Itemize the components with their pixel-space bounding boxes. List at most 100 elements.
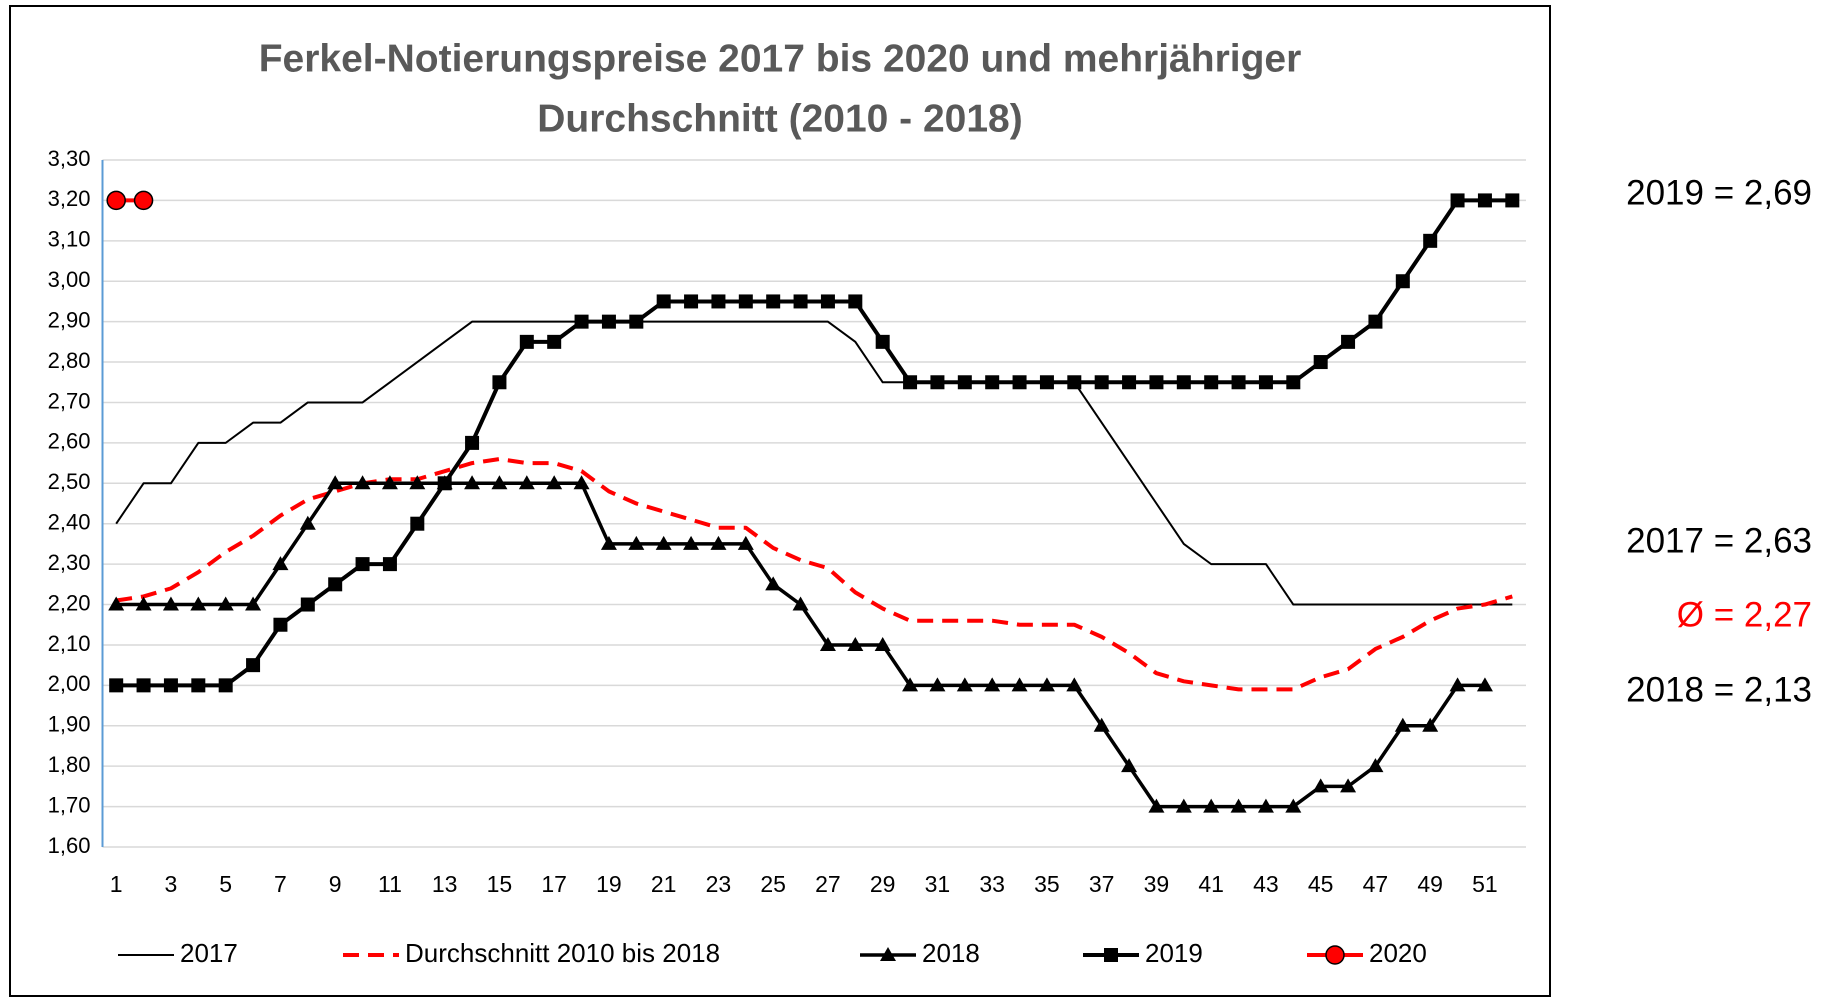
marker-square — [1505, 193, 1520, 208]
marker-square — [300, 597, 315, 612]
marker-triangle — [1011, 677, 1028, 692]
marker-triangle — [929, 677, 946, 692]
y-tick-label: 1,90 — [48, 712, 91, 737]
y-tick-label: 2,80 — [48, 348, 91, 373]
marker-circle — [133, 190, 154, 211]
marker-triangle — [737, 535, 754, 550]
marker-square — [1176, 375, 1191, 390]
series-line — [115, 320, 1513, 606]
x-tick-label: 1 — [110, 871, 123, 897]
marker-square — [1341, 334, 1356, 349]
marker-square — [1149, 375, 1164, 390]
y-tick-label: 2,40 — [48, 510, 91, 535]
legend-label: 2020 — [1369, 938, 1427, 968]
x-tick-label: 11 — [378, 871, 402, 897]
legend-label: 2017 — [180, 938, 238, 968]
marker-square — [985, 375, 1000, 390]
marker-triangle — [1148, 798, 1165, 813]
marker-triangle — [1203, 798, 1220, 813]
x-tick-label: 33 — [979, 871, 1005, 897]
marker-triangle — [792, 596, 809, 611]
marker-square — [766, 294, 781, 309]
marker-triangle — [1422, 717, 1439, 732]
marker-triangle — [600, 535, 617, 550]
marker-triangle — [299, 515, 316, 530]
x-tick-label: 15 — [487, 871, 513, 897]
annotation: Ø = 2,27 — [1677, 595, 1812, 634]
y-tick-label: 2,10 — [48, 631, 91, 656]
x-tick-label: 31 — [925, 871, 951, 897]
annotation: 2018 = 2,13 — [1626, 670, 1812, 709]
legend-label: Durchschnitt 2010 bis 2018 — [405, 938, 720, 968]
marker-triangle — [628, 535, 645, 550]
marker-square — [1477, 193, 1492, 208]
marker-triangle — [491, 475, 508, 490]
marker-triangle — [655, 535, 672, 550]
marker-square — [163, 678, 178, 693]
marker-square — [1450, 193, 1465, 208]
marker-square — [1395, 274, 1410, 289]
y-tick-label: 2,60 — [48, 429, 91, 454]
x-tick-label: 37 — [1089, 871, 1115, 897]
series-line — [116, 198, 1513, 688]
marker-triangle — [354, 475, 371, 490]
x-tick-label: 17 — [541, 871, 567, 897]
marker-square — [492, 375, 507, 390]
x-tick-label: 19 — [596, 871, 622, 897]
x-tick-label: 51 — [1472, 871, 1498, 897]
y-tick-label: 2,30 — [48, 550, 91, 575]
x-tick-label: 43 — [1253, 871, 1279, 897]
marker-triangle — [1367, 758, 1384, 773]
marker-square — [465, 435, 480, 450]
x-tick-label: 39 — [1144, 871, 1170, 897]
marker-square — [1067, 375, 1082, 390]
y-tick-label: 3,00 — [48, 267, 91, 292]
x-tick-label: 25 — [760, 871, 786, 897]
marker-square — [930, 375, 945, 390]
marker-square — [519, 334, 534, 349]
marker-square — [820, 294, 835, 309]
marker-triangle — [1449, 677, 1466, 692]
chart-subtitle: Durchschnitt (2010 - 2018) — [537, 97, 1023, 140]
marker-triangle — [1038, 677, 1055, 692]
x-tick-label: 47 — [1363, 871, 1389, 897]
marker-square — [656, 294, 671, 309]
y-tick-label: 2,00 — [48, 671, 91, 696]
marker-square — [1231, 375, 1246, 390]
marker-triangle — [1340, 778, 1357, 793]
marker-triangle — [190, 596, 207, 611]
x-tick-label: 5 — [219, 871, 232, 897]
marker-square — [1368, 314, 1383, 329]
marker-square — [191, 678, 206, 693]
x-tick-label: 21 — [651, 871, 677, 897]
marker-triangle — [546, 475, 563, 490]
marker-square — [1094, 375, 1109, 390]
marker-square — [1423, 233, 1438, 248]
marker-square — [848, 294, 863, 309]
chart-frame — [9, 5, 1551, 997]
marker-triangle — [518, 475, 535, 490]
marker-square — [273, 617, 288, 632]
marker-square — [1122, 375, 1137, 390]
marker-square — [629, 314, 644, 329]
x-tick-label: 27 — [815, 871, 841, 897]
legend-label: 2018 — [922, 938, 980, 968]
x-tick-label: 7 — [274, 871, 287, 897]
marker-square — [574, 314, 589, 329]
marker-square — [410, 516, 425, 531]
y-tick-label: 2,90 — [48, 307, 91, 332]
marker-square — [246, 658, 261, 673]
y-tick-label: 2,70 — [48, 388, 91, 413]
x-tick-label: 23 — [706, 871, 732, 897]
y-tick-label: 3,30 — [48, 146, 91, 171]
annotation: 2017 = 2,63 — [1626, 521, 1812, 560]
marker-triangle — [847, 636, 864, 651]
marker-circle — [106, 190, 126, 211]
marker-triangle — [1257, 798, 1274, 813]
marker-square — [328, 577, 343, 592]
legend-marker — [1104, 948, 1118, 962]
marker-triangle — [327, 475, 344, 490]
marker-triangle — [874, 636, 891, 651]
marker-square — [1204, 375, 1219, 390]
